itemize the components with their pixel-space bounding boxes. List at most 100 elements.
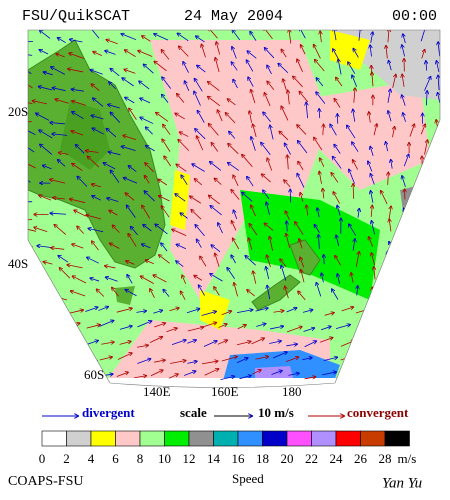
wind-vector [286,344,297,346]
wind-vector [409,124,414,137]
wind-vector [162,95,169,103]
wind-vector [185,81,190,91]
wind-vector [32,373,43,375]
wind-vector [421,371,434,375]
wind-vector [134,376,146,378]
wind-vector [218,223,223,234]
wind-vector [163,290,170,297]
wind-vector [69,53,84,59]
wind-vector [28,128,36,136]
colorbar-swatch [41,430,67,447]
wind-vector [144,64,154,74]
wind-vector [320,338,332,343]
wind-vector [233,210,238,220]
wind-vector [64,370,77,375]
lon-label: 180 [282,384,302,399]
wind-vector [371,32,373,43]
wind-vector [159,196,170,202]
wind-vector [66,340,82,345]
wind-vector [143,225,152,232]
colorbar-swatch [188,430,214,447]
wind-vector [232,47,237,59]
wind-vector [86,151,99,153]
scale-label: scale [180,405,207,420]
colorbar-swatch [139,430,165,447]
wind-vector [421,249,422,265]
wind-vector [247,177,254,187]
wind-vector [319,172,322,184]
wind-vector [283,79,287,91]
wind-vector [88,228,104,233]
convergent-label: convergent [347,405,409,420]
wind-vector [267,158,273,171]
wind-vector [37,246,52,248]
wind-vector [314,45,321,59]
wind-vector [105,51,116,55]
wind-vector [402,240,406,251]
wind-vector [287,327,302,333]
wind-vector [299,239,303,249]
wind-vector [347,125,356,139]
lon-label: 160E [211,384,239,399]
footer-right: Yan Yu [382,475,422,491]
wind-vector [242,192,253,202]
wind-vector [261,143,271,156]
wind-vector [51,67,65,75]
wind-vector [281,106,289,121]
wind-vector [123,135,136,141]
wind-vector [387,273,392,284]
wind-vector [371,221,375,235]
wind-vectors [28,30,440,381]
wind-vector [389,343,399,347]
wind-vector [106,277,118,282]
wind-vector [375,306,389,313]
wind-vector [217,340,227,345]
wind-vector [87,257,99,264]
wind-vector [299,92,309,103]
wind-vector [35,357,49,363]
wind-vector [103,163,116,170]
wind-vector [256,324,265,327]
wind-vector [71,131,84,136]
wind-vector [287,155,288,170]
wind-vector [300,257,305,268]
wind-vector [180,132,189,137]
wind-vector [420,124,425,135]
wind-vector [210,162,222,171]
wind-vector [338,59,342,75]
wind-vector [35,345,48,349]
wind-vector [142,205,151,219]
colorbar-tick: 8 [137,451,144,466]
wind-vector [249,224,258,236]
wind-vector [92,184,102,188]
wind-vector [285,211,290,221]
wind-vector [71,89,84,91]
wind-vector [177,94,185,103]
wind-vector [369,112,370,123]
wind-vector [426,61,427,71]
wind-vector [354,356,367,361]
wind-vector [85,307,97,312]
wind-vector [353,184,354,199]
wind-vector [262,174,271,183]
wind-vector [92,196,102,201]
colorbar-swatch [213,430,239,447]
wind-vector [40,30,51,39]
wind-vector [386,46,387,59]
wind-vector [371,253,376,266]
wind-vector [438,372,440,375]
wind-vector [253,124,257,137]
wind-vector [251,205,256,217]
wind-vector [271,371,282,375]
wind-vector [372,371,381,376]
wind-vector [323,125,324,136]
colorbar-tick: 6 [112,451,119,466]
wind-vector [136,311,146,313]
wind-vector [215,253,220,267]
wind-vector [158,179,168,186]
wind-vector [246,60,254,72]
wind-vector [53,198,65,199]
wind-vector [388,172,389,185]
land-tasmania [115,286,135,305]
